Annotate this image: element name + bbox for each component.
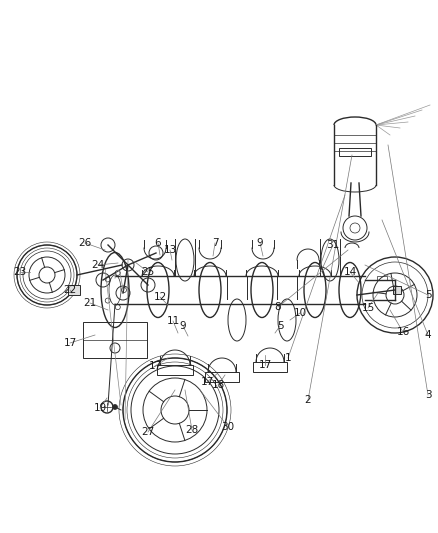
Text: 8: 8 <box>275 302 281 312</box>
Text: 14: 14 <box>343 267 357 277</box>
Text: 2: 2 <box>305 395 311 405</box>
Text: 17: 17 <box>148 361 162 371</box>
Text: 10: 10 <box>293 308 307 318</box>
Text: 5: 5 <box>277 321 283 331</box>
Text: 18: 18 <box>212 380 225 390</box>
Text: 6: 6 <box>155 238 161 248</box>
Text: 9: 9 <box>180 321 186 331</box>
Text: 19: 19 <box>93 403 106 413</box>
Text: 5: 5 <box>425 290 431 300</box>
Text: 12: 12 <box>153 292 166 302</box>
Text: 9: 9 <box>257 238 263 248</box>
Text: 16: 16 <box>396 327 410 337</box>
Bar <box>253 362 287 372</box>
Text: 22: 22 <box>64 285 77 295</box>
Text: 24: 24 <box>92 260 105 270</box>
Text: 30: 30 <box>222 422 235 432</box>
Text: 26: 26 <box>78 238 92 248</box>
Bar <box>157 365 193 375</box>
Text: 27: 27 <box>141 427 155 437</box>
Text: 31: 31 <box>326 240 339 250</box>
Bar <box>339 148 371 156</box>
Bar <box>393 286 401 294</box>
Bar <box>205 372 239 382</box>
Text: 21: 21 <box>83 298 97 308</box>
Text: 4: 4 <box>425 330 431 340</box>
Text: 23: 23 <box>14 267 27 277</box>
Bar <box>83 322 147 358</box>
Text: 17: 17 <box>200 377 214 387</box>
Text: 7: 7 <box>212 238 218 248</box>
Bar <box>68 285 80 295</box>
Text: 17: 17 <box>64 338 77 348</box>
Bar <box>377 276 387 280</box>
Text: 25: 25 <box>141 267 155 277</box>
Text: 13: 13 <box>163 245 177 255</box>
Text: 11: 11 <box>166 316 180 326</box>
Text: 1: 1 <box>285 353 291 363</box>
Text: 17: 17 <box>258 360 272 370</box>
Circle shape <box>113 405 117 409</box>
Text: 15: 15 <box>361 303 374 313</box>
Text: 28: 28 <box>185 425 198 435</box>
Text: 3: 3 <box>425 390 431 400</box>
